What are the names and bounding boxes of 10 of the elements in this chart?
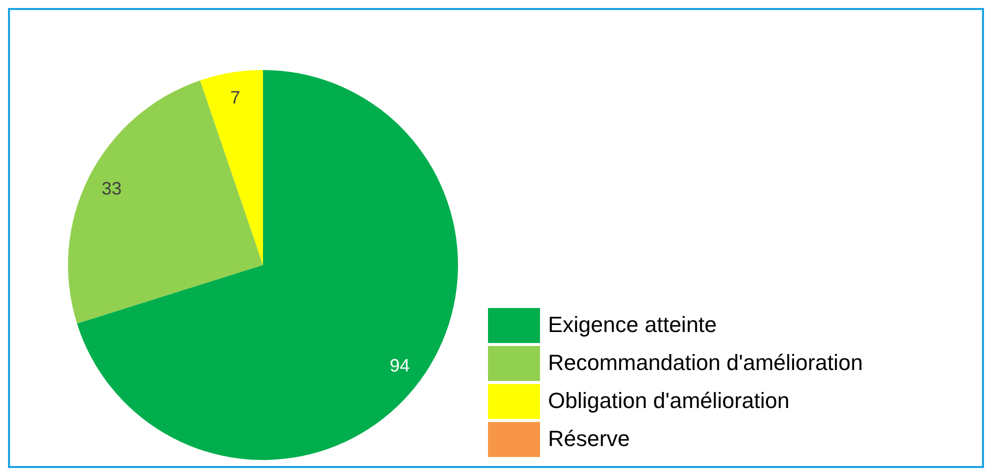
data-label: 94 (390, 355, 410, 376)
data-label: 33 (102, 178, 122, 198)
pie-slice (68, 80, 263, 324)
data-label: 7 (230, 88, 240, 108)
pie-slice (200, 70, 263, 265)
legend-label: Recommandation d'amélioration (548, 350, 863, 376)
pie-slice (76, 70, 458, 460)
legend-label: Obligation d'amélioration (548, 388, 790, 414)
legend-label: Exigence atteinte (548, 312, 717, 338)
legend-label: Réserve (548, 426, 630, 452)
